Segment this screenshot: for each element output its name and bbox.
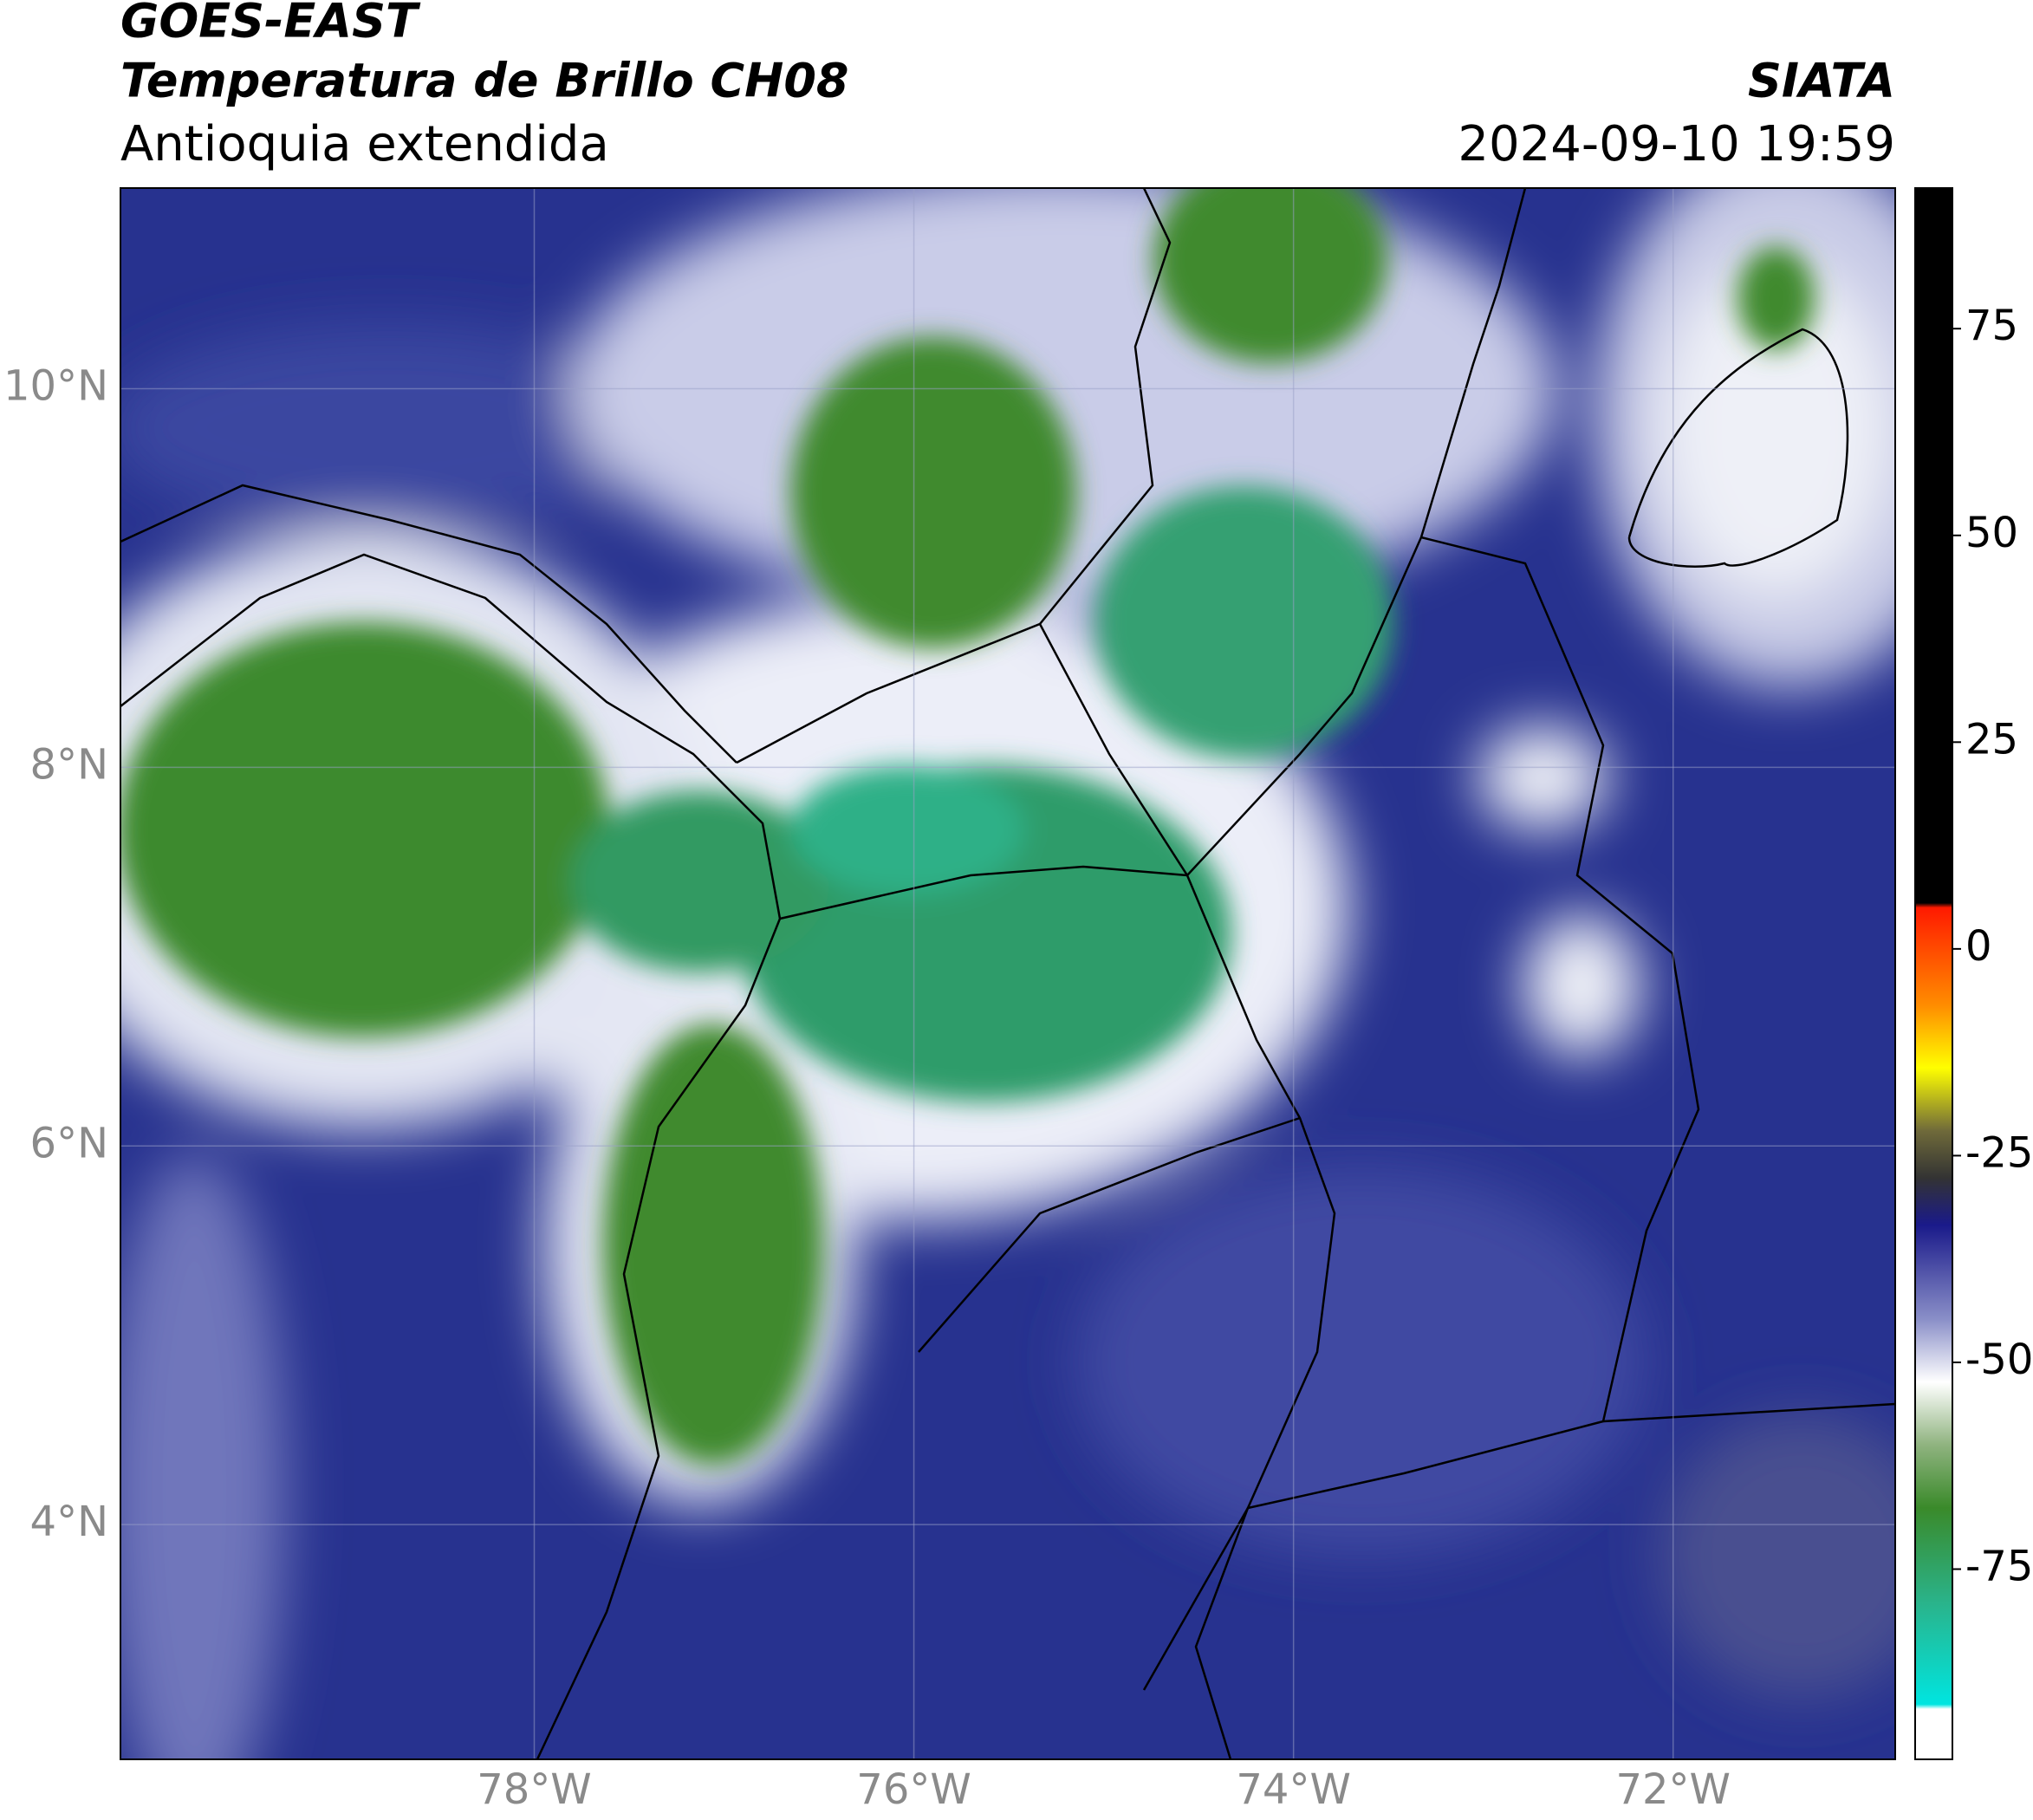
x-tick-label: 76°W <box>856 1765 971 1814</box>
x-tick-label: 74°W <box>1236 1765 1351 1814</box>
satellite-image <box>120 188 1895 1759</box>
timestamp: 2024-09-10 19:59 <box>1458 116 1895 172</box>
map-frame <box>120 187 1896 1760</box>
x-tick-label: 78°W <box>477 1765 592 1814</box>
colorbar-tick-label: 0 <box>1965 922 1992 971</box>
x-tick-label: 72°W <box>1615 1765 1731 1814</box>
colorbar-tick-label: -50 <box>1965 1336 2033 1384</box>
colorbar-tick-label: 25 <box>1965 715 2018 764</box>
colorbar-tick-label: 75 <box>1965 302 2018 350</box>
y-tick-label: 8°N <box>30 740 108 789</box>
y-tick-label: 10°N <box>3 362 108 411</box>
axes: 78°W 76°W 74°W 72°W 4°N 6°N 8°N 10°N 75 50 25 0 -25 -… <box>3 302 2033 1814</box>
colorbar <box>1914 187 1953 1760</box>
source: SIATA <box>1748 54 1895 108</box>
graticule <box>120 188 1895 1759</box>
colorbar-tick-label: -75 <box>1965 1543 2033 1591</box>
borders <box>120 188 1895 1759</box>
title: GOES-EAST <box>120 0 421 49</box>
subtitle: Temperatura de Brillo CH08 <box>120 54 849 108</box>
colorbar-tick-label: 50 <box>1965 509 2018 557</box>
region: Antioquia extendida <box>120 116 609 172</box>
y-tick-label: 4°N <box>30 1498 108 1546</box>
colorbar-tick-label: -25 <box>1965 1128 2033 1177</box>
y-tick-label: 6°N <box>30 1119 108 1167</box>
